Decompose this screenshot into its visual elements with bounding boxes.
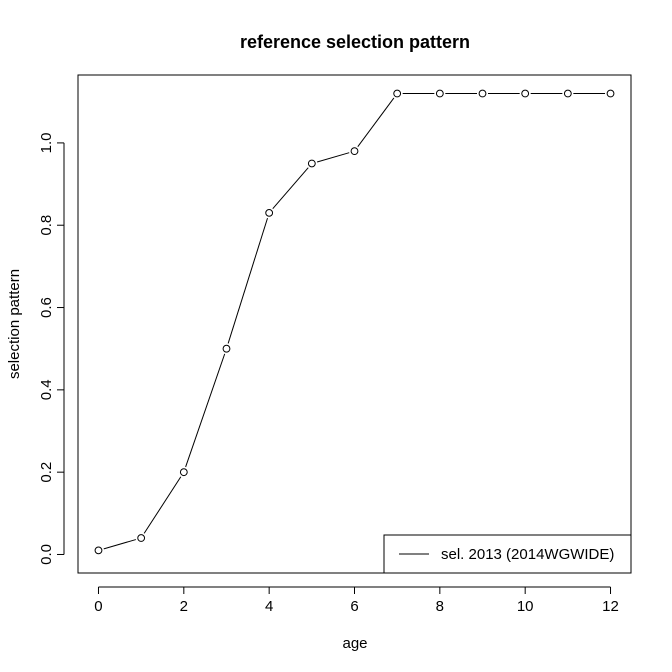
x-tick-label: 8 [436, 598, 444, 615]
series-line-segment [316, 152, 350, 163]
y-axis: 0.0 0.2 0.4 0.6 0.8 1.0 [38, 132, 65, 565]
x-tick-label: 6 [350, 598, 358, 615]
y-tick-label: 0.4 [38, 379, 55, 400]
x-tick-label: 2 [180, 598, 188, 615]
data-point [265, 208, 274, 217]
x-axis-label: age [342, 635, 367, 652]
data-point [350, 147, 359, 156]
y-axis-label: selection pattern [6, 269, 23, 379]
y-tick-label: 0.2 [38, 462, 55, 483]
data-point [222, 344, 231, 353]
series-layer [94, 89, 615, 555]
series-line-segment [272, 167, 309, 210]
series-line-segment [357, 97, 395, 148]
series-line-segment [103, 539, 137, 550]
data-point [137, 534, 146, 542]
data-point [563, 89, 572, 98]
plot-frame [77, 74, 632, 574]
data-point [94, 546, 103, 555]
x-tick-label: 4 [265, 598, 273, 615]
x-axis: 0 2 4 6 8 10 12 [94, 586, 619, 615]
data-point [179, 468, 188, 477]
data-point [307, 159, 316, 168]
x-tick-label: 12 [602, 598, 619, 615]
legend-label: sel. 2013 (2014WGWIDE) [441, 546, 614, 563]
y-tick-label: 0.6 [38, 297, 55, 318]
legend: sel. 2013 (2014WGWIDE) [383, 534, 632, 574]
data-point [435, 89, 444, 98]
x-tick-label: 0 [94, 598, 102, 615]
y-tick-label: 0.8 [38, 215, 55, 236]
chart-title: reference selection pattern [240, 32, 470, 52]
data-point [478, 89, 487, 98]
data-point [521, 89, 530, 98]
series-line-segment [227, 217, 268, 344]
y-tick-label: 0.0 [38, 544, 55, 565]
x-tick-label: 10 [517, 598, 534, 615]
data-point [393, 89, 402, 98]
data-point [606, 89, 615, 98]
series-line-segment [185, 353, 226, 468]
y-tick-label: 1.0 [38, 132, 55, 153]
series-line-segment [143, 476, 182, 534]
